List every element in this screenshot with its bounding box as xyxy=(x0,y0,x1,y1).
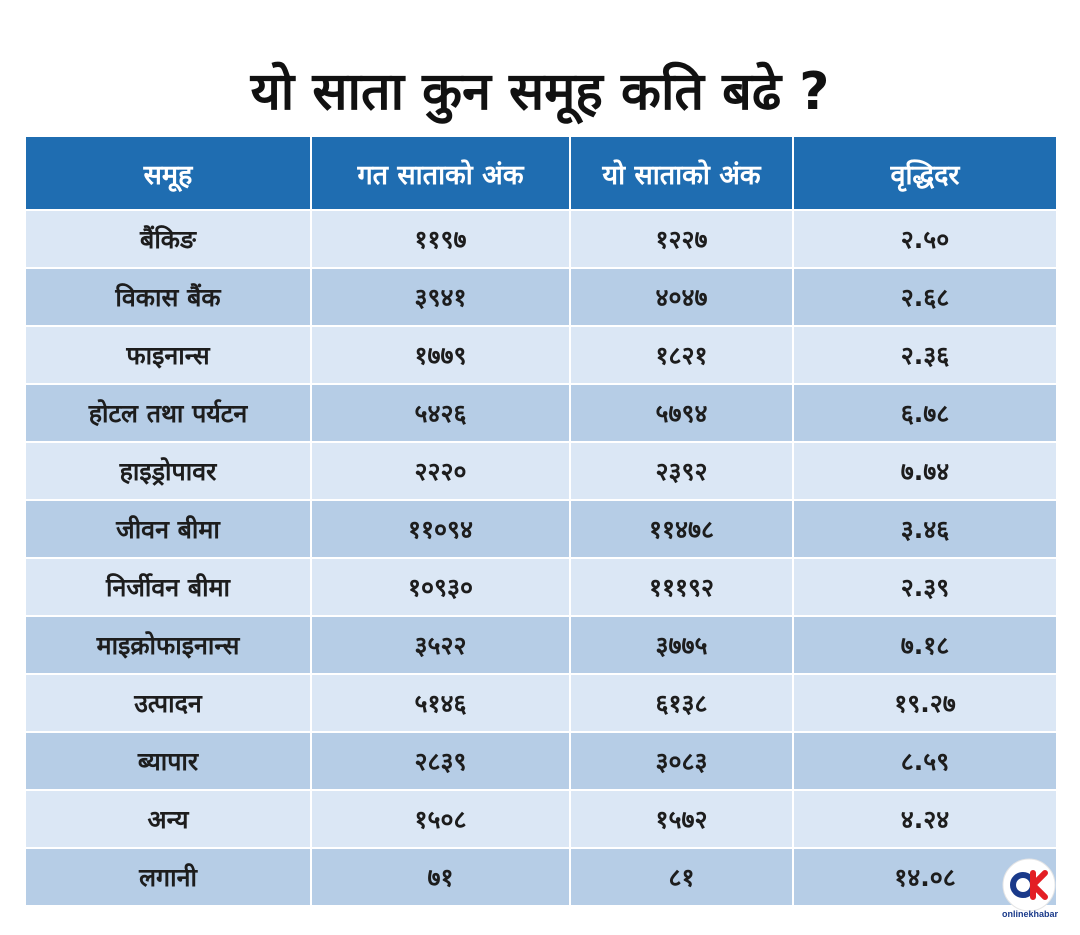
value-cell: १२२७ xyxy=(569,209,794,269)
group-name-cell: होटल तथा पर्यटन xyxy=(24,383,312,443)
group-name-cell: उत्पादन xyxy=(24,673,312,733)
value-cell: ३.४६ xyxy=(792,499,1058,559)
group-name-cell: जीवन बीमा xyxy=(24,499,312,559)
value-cell: ८१ xyxy=(569,847,794,907)
value-cell: ७१ xyxy=(310,847,571,907)
group-name-cell: अन्य xyxy=(24,789,312,849)
value-cell: २.३९ xyxy=(792,557,1058,617)
value-cell: १७७९ xyxy=(310,325,571,385)
value-cell: २८३९ xyxy=(310,731,571,791)
group-name-cell: विकास बैंक xyxy=(24,267,312,327)
column-header: यो साताको अंक xyxy=(569,135,794,211)
table-row: विकास बैंक ३९४१ ४०४७ २.६८ xyxy=(24,267,1058,327)
value-cell: २.३६ xyxy=(792,325,1058,385)
value-cell: १८२१ xyxy=(569,325,794,385)
value-cell: १५०८ xyxy=(310,789,571,849)
value-cell: ५४२६ xyxy=(310,383,571,443)
table-row: हाइड्रोपावर २२२० २३९२ ७.७४ xyxy=(24,441,1058,501)
table-row: बैंकिङ ११९७ १२२७ २.५० xyxy=(24,209,1058,269)
value-cell: ४०४७ xyxy=(569,267,794,327)
value-cell: ११०९४ xyxy=(310,499,571,559)
onlinekhabar-logo-icon xyxy=(1002,858,1056,912)
value-cell: १५७२ xyxy=(569,789,794,849)
group-name-cell: बैंकिङ xyxy=(24,209,312,269)
table-row: अन्य १५०८ १५७२ ४.२४ xyxy=(24,789,1058,849)
value-cell: ६.७८ xyxy=(792,383,1058,443)
value-cell: ३५२२ xyxy=(310,615,571,675)
value-cell: ७.१८ xyxy=(792,615,1058,675)
group-name-cell: माइक्रोफाइनान्स xyxy=(24,615,312,675)
group-name-cell: ब्यापार xyxy=(24,731,312,791)
value-cell: ३७७५ xyxy=(569,615,794,675)
table-row: ब्यापार २८३९ ३०८३ ८.५९ xyxy=(24,731,1058,791)
table-row: निर्जीवन बीमा १०९३० १११९२ २.३९ xyxy=(24,557,1058,617)
logo-wordmark: onlinekhabar xyxy=(1001,909,1058,919)
chart-title: यो साता कुन समूह कति बढे ? xyxy=(250,62,830,122)
group-name-cell: निर्जीवन बीमा xyxy=(24,557,312,617)
value-cell: २२२० xyxy=(310,441,571,501)
value-cell: २.६८ xyxy=(792,267,1058,327)
column-header: वृद्धिदर xyxy=(792,135,1058,211)
value-cell: १०९३० xyxy=(310,557,571,617)
value-cell: ११४७८ xyxy=(569,499,794,559)
value-cell: ४.२४ xyxy=(792,789,1058,849)
value-cell: २३९२ xyxy=(569,441,794,501)
table-row: उत्पादन ५१४६ ६१३८ १९.२७ xyxy=(24,673,1058,733)
value-cell: १११९२ xyxy=(569,557,794,617)
data-table: समूह गत साताको अंक यो साताको अंक वृद्धिदर ब… xyxy=(24,135,1058,907)
value-cell: ७.७४ xyxy=(792,441,1058,501)
table-body: बैंकिङ ११९७ १२२७ २.५० विकास बैंक ३९४१ ४०४७ २.६८… xyxy=(24,209,1058,907)
table-header-row: समूह गत साताको अंक यो साताको अंक वृद्धिदर xyxy=(24,135,1058,211)
table-row: लगानी ७१ ८१ १४.०८ xyxy=(24,847,1058,907)
value-cell: ५७९४ xyxy=(569,383,794,443)
table-row: माइक्रोफाइनान्स ३५२२ ३७७५ ७.१८ xyxy=(24,615,1058,675)
table-row: जीवन बीमा ११०९४ ११४७८ ३.४६ xyxy=(24,499,1058,559)
value-cell: ५१४६ xyxy=(310,673,571,733)
value-cell: ३०८३ xyxy=(569,731,794,791)
value-cell: १९.२७ xyxy=(792,673,1058,733)
value-cell: ३९४१ xyxy=(310,267,571,327)
value-cell: ११९७ xyxy=(310,209,571,269)
value-cell: ६१३८ xyxy=(569,673,794,733)
value-cell: २.५० xyxy=(792,209,1058,269)
column-header: समूह xyxy=(24,135,312,211)
table-row: फाइनान्स १७७९ १८२१ २.३६ xyxy=(24,325,1058,385)
value-cell: ८.५९ xyxy=(792,731,1058,791)
table-row: होटल तथा पर्यटन ५४२६ ५७९४ ६.७८ xyxy=(24,383,1058,443)
column-header: गत साताको अंक xyxy=(310,135,571,211)
group-name-cell: फाइनान्स xyxy=(24,325,312,385)
group-name-cell: लगानी xyxy=(24,847,312,907)
group-name-cell: हाइड्रोपावर xyxy=(24,441,312,501)
